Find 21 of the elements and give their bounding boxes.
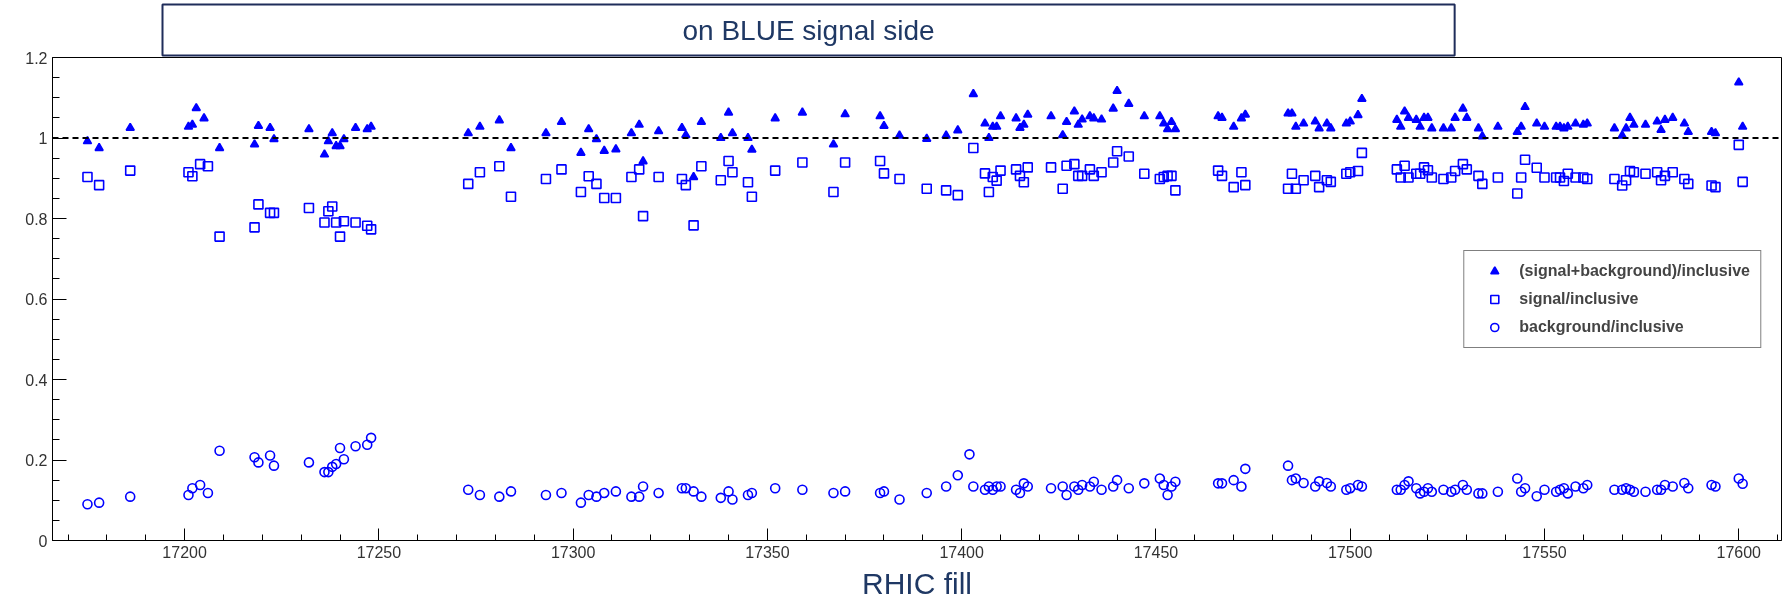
x-tick-label: 17250 [356, 543, 402, 561]
x-tick-label: 17350 [745, 543, 790, 561]
x-tick-label: 17500 [1327, 543, 1373, 561]
y-tick-label: 0.4 [25, 371, 48, 389]
legend-label: (signal+background)/inclusive [1519, 261, 1750, 280]
y-tick-label: 0.6 [25, 291, 48, 308]
chart-title: on BLUE signal side [682, 14, 935, 46]
legend-label: background/inclusive [1519, 317, 1684, 336]
x-tick-label: 17600 [1716, 543, 1762, 561]
x-axis-title: RHIC fill [862, 566, 972, 600]
y-tick-label: 1.2 [25, 49, 48, 67]
x-tick-label: 17300 [550, 543, 596, 561]
y-tick-label: 0 [38, 532, 48, 550]
x-tick-label: 17450 [1133, 543, 1179, 561]
x-tick-label: 17200 [162, 543, 207, 561]
x-tick-label: 17550 [1522, 543, 1567, 561]
y-tick-label: 0.2 [25, 452, 48, 469]
y-tick-label: 0.8 [25, 210, 48, 228]
y-tick-label: 1 [38, 130, 48, 147]
x-tick-label: 17400 [939, 543, 985, 561]
legend-label: signal/inclusive [1519, 289, 1639, 308]
